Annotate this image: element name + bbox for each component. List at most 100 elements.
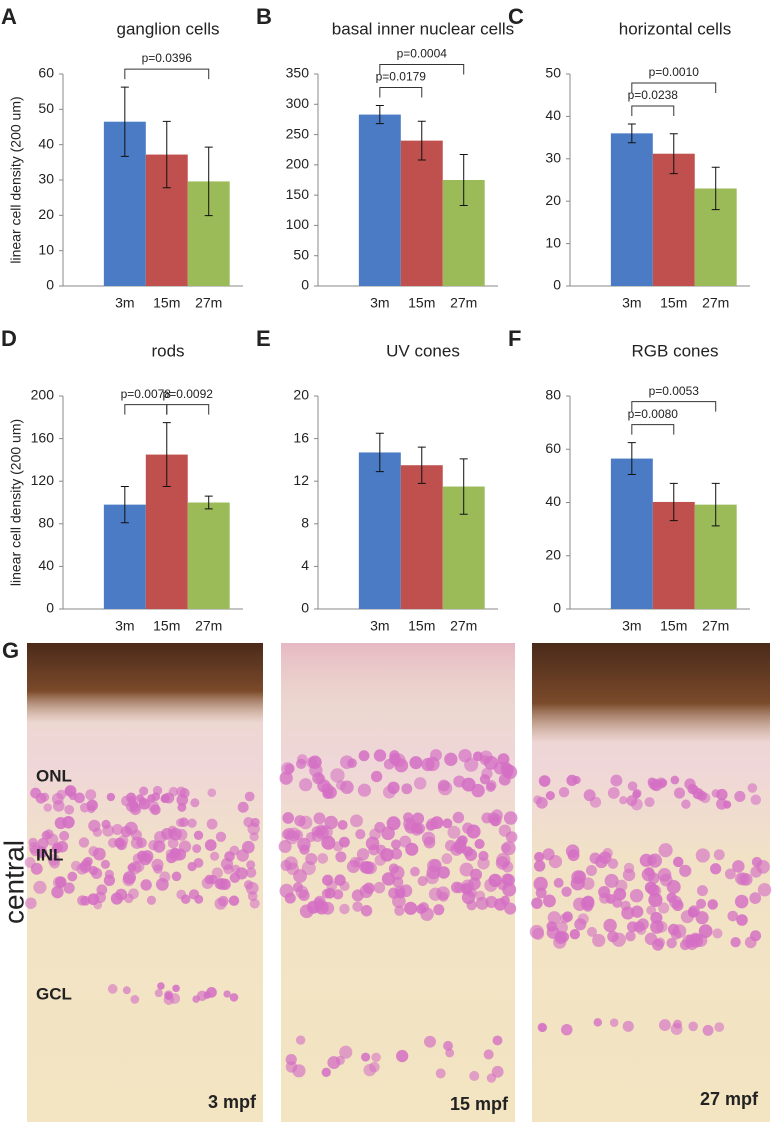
nucleus [702, 1024, 714, 1036]
nucleus [504, 902, 517, 915]
panel-label: A [1, 4, 17, 29]
nucleus [658, 778, 668, 788]
y-tick-label: 0 [46, 600, 54, 616]
nucleus [160, 794, 169, 804]
nucleus [56, 789, 67, 800]
nucleus [79, 861, 92, 874]
nucleus [646, 855, 657, 866]
nucleus [425, 870, 440, 885]
x-tick-label: 3m [370, 618, 389, 634]
nucleus [215, 831, 227, 842]
nucleus [724, 868, 736, 880]
nucleus [102, 824, 115, 837]
x-tick-label: 15m [660, 295, 687, 311]
x-tick-label: 15m [153, 618, 180, 634]
nucleus [458, 748, 472, 763]
nucleus [404, 901, 418, 915]
nucleus [421, 831, 436, 845]
y-tick-label: 60 [38, 65, 54, 81]
nucleus [169, 848, 182, 862]
y-tick-label: 100 [286, 216, 310, 232]
nucleus [652, 939, 664, 951]
nucleus [533, 876, 548, 892]
nucleus [650, 920, 664, 934]
nucleus [237, 801, 249, 813]
nucleus [122, 874, 135, 887]
nucleus [707, 899, 718, 910]
nucleus [30, 862, 43, 875]
x-tick-label: 27m [450, 618, 477, 634]
nucleus [443, 1040, 453, 1051]
x-tick-label: 27m [702, 295, 729, 311]
nucleus [301, 861, 316, 876]
nucleus [192, 844, 202, 854]
nucleus [357, 783, 372, 797]
nucleus [500, 842, 511, 853]
nucleus [358, 750, 370, 762]
x-tick-label: 27m [195, 295, 222, 311]
nucleus [561, 886, 572, 897]
nucleus [583, 789, 596, 802]
nucleus [246, 860, 256, 870]
nucleus [602, 847, 613, 859]
nucleus [68, 792, 77, 801]
p-value-label: p=0.0396 [142, 51, 193, 65]
nucleus [535, 887, 547, 899]
nucleus [389, 753, 401, 766]
nucleus [43, 803, 52, 812]
layer-label: GCL [36, 984, 72, 1003]
nucleus [712, 928, 723, 939]
bar [652, 153, 695, 286]
y-tick-label: 150 [286, 186, 310, 202]
pigment-layer [532, 643, 770, 743]
nucleus [122, 986, 131, 995]
nucleus [593, 1018, 603, 1027]
nucleus [381, 826, 395, 841]
nucleus [698, 924, 713, 938]
nucleus [85, 789, 97, 801]
error-bar [417, 446, 426, 484]
nucleus [430, 749, 442, 762]
nucleus [279, 883, 294, 898]
nucleus [321, 1067, 331, 1077]
nucleus [147, 794, 156, 803]
nucleus [581, 877, 595, 890]
nucleus [152, 785, 163, 796]
p-value-label: p=0.0053 [649, 384, 700, 398]
y-tick-label: 30 [545, 150, 561, 166]
panel-label: F [508, 326, 521, 351]
nucleus [370, 770, 383, 783]
nucleus [615, 879, 628, 892]
error-bar [375, 432, 384, 473]
nucleus [659, 1019, 671, 1032]
nucleus [627, 921, 639, 933]
error-bar [417, 120, 426, 161]
nucleus [424, 1035, 436, 1048]
nucleus [87, 805, 96, 814]
nucleus [658, 843, 673, 858]
photoreceptor-layer [281, 643, 515, 733]
nucleus [695, 911, 709, 925]
nucleus [278, 839, 292, 853]
nucleus [417, 875, 428, 887]
nucleus [533, 795, 543, 805]
nucleus [299, 778, 313, 792]
nucleus [56, 840, 69, 853]
significance-bracket [631, 105, 675, 117]
y-tick-label: 0 [301, 600, 309, 616]
layer-label: ONL [36, 766, 72, 785]
nucleus [52, 800, 65, 812]
nucleus [355, 829, 366, 840]
x-tick-label: 15m [408, 295, 435, 311]
nucleus [648, 892, 663, 907]
y-tick-label: 4 [301, 557, 309, 573]
y-tick-label: 8 [301, 515, 309, 531]
nucleus [229, 993, 239, 1002]
nucleus [627, 781, 638, 791]
nucleus [136, 850, 148, 862]
nucleus [437, 779, 450, 792]
error-bar [204, 146, 213, 217]
nucleus [559, 913, 571, 924]
